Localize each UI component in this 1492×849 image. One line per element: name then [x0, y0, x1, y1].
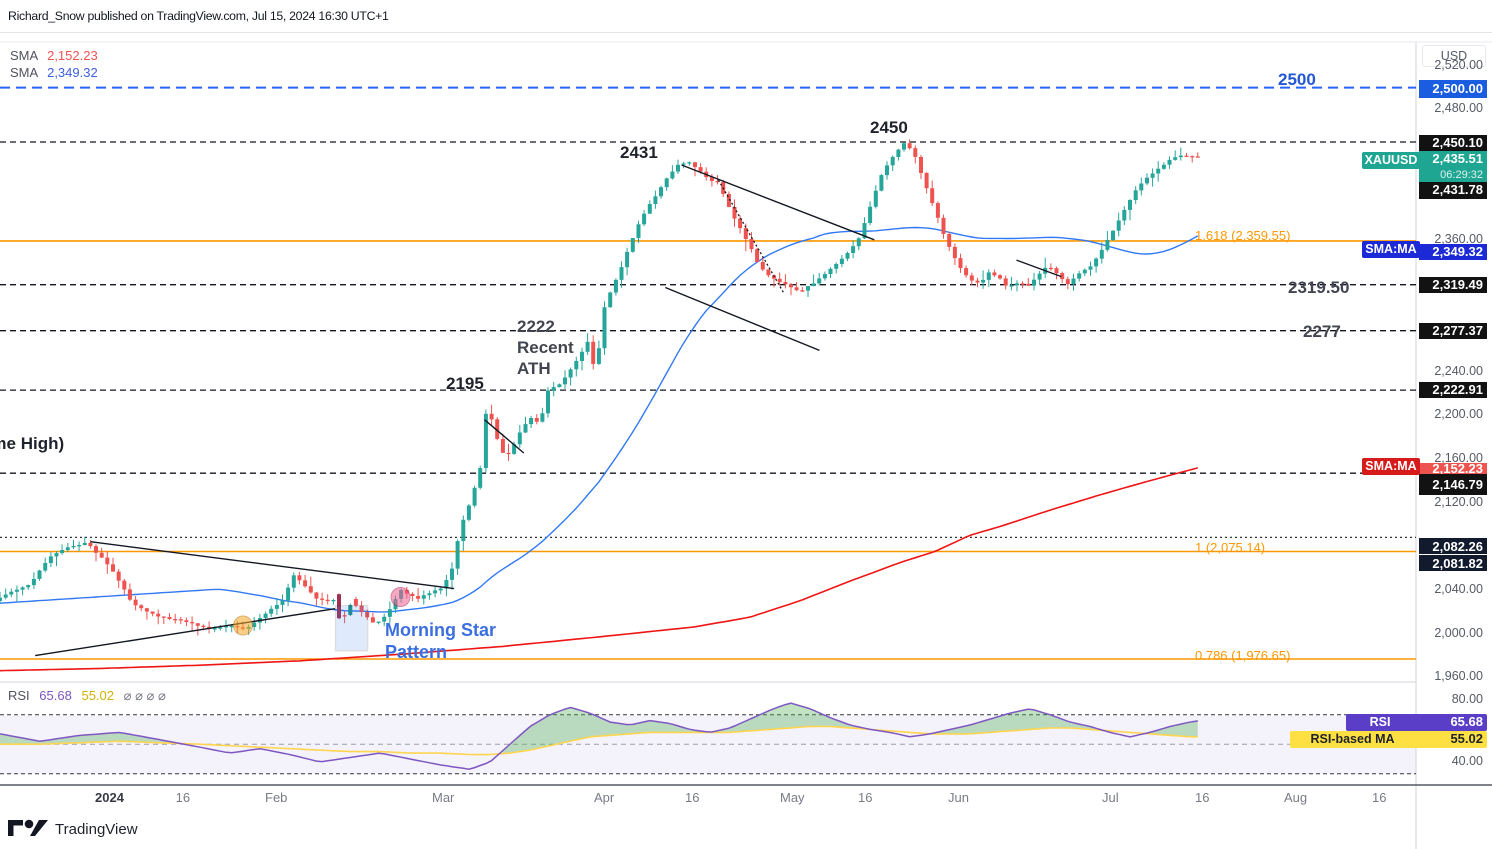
svg-text:TradingView: TradingView [55, 821, 138, 838]
